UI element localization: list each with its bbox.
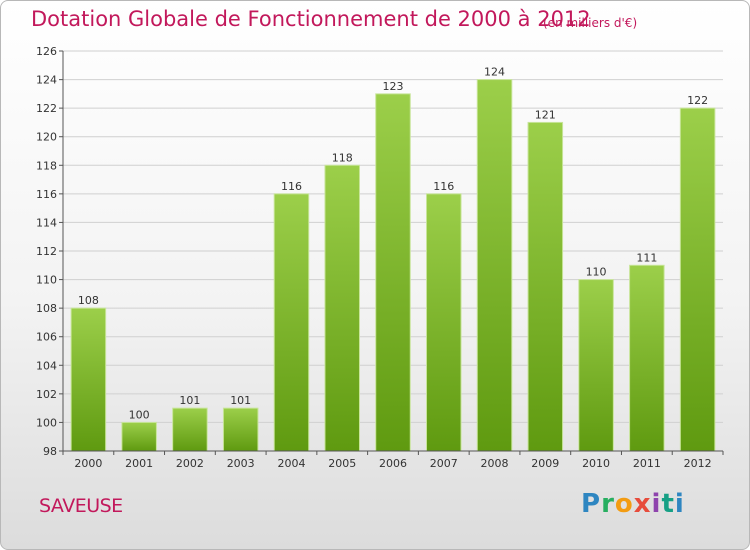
y-tick-label: 118 <box>36 159 57 172</box>
chart-title: Dotation Globale de Fonctionnement de 20… <box>31 7 591 31</box>
y-tick-label: 124 <box>36 74 57 87</box>
bar-2005 <box>324 164 360 452</box>
axes: 98 100 102 104 106 108 110 112 114 116 118 120 122 12… <box>36 45 724 470</box>
bar-2003 <box>222 407 259 452</box>
y-tick-label: 108 <box>36 302 57 315</box>
bar-2008 <box>476 79 513 452</box>
data-label-2007: 116 <box>433 180 454 193</box>
proxiti-logo[interactable]: Proxiti <box>581 489 685 519</box>
bar-2012 <box>679 107 716 452</box>
data-label-2012: 122 <box>687 94 708 107</box>
y-tick-label: 114 <box>36 216 57 229</box>
y-tick-label: 112 <box>36 245 57 258</box>
bar-2000 <box>70 307 107 452</box>
bar-2002 <box>172 407 208 452</box>
data-label-2005: 118 <box>332 151 353 164</box>
y-tick-label: 110 <box>36 274 57 287</box>
y-tick-label: 100 <box>36 416 57 429</box>
bar-2007 <box>426 193 462 452</box>
data-label-2004: 116 <box>281 180 302 193</box>
y-tick-label: 98 <box>43 445 57 458</box>
y-tick-label: 116 <box>36 188 57 201</box>
bar-2011 <box>629 264 665 452</box>
x-tick-label-2006: 2006 <box>379 457 407 470</box>
data-label-2001: 100 <box>129 408 150 421</box>
y-tick-label: 122 <box>36 102 57 115</box>
bar-2006 <box>375 93 411 452</box>
data-label-2009: 121 <box>535 108 556 121</box>
bar-2010 <box>578 279 614 452</box>
y-tick-label: 104 <box>36 359 57 372</box>
bar-2009 <box>527 121 564 452</box>
x-tick-label-2012: 2012 <box>684 457 712 470</box>
x-tick-label-2002: 2002 <box>176 457 204 470</box>
x-tick-label-2007: 2007 <box>430 457 458 470</box>
bars: 108 100 101 101 116 118 123 116 124 121 110 111 122 <box>70 66 716 452</box>
data-label-2008: 124 <box>484 66 505 79</box>
x-tick-label-2000: 2000 <box>74 457 102 470</box>
commune-name: SAVEUSE <box>39 495 123 517</box>
x-tick-label-2009: 2009 <box>531 457 559 470</box>
y-tick-label: 120 <box>36 131 57 144</box>
x-tick-label-2003: 2003 <box>227 457 255 470</box>
data-label-2002: 101 <box>179 394 200 407</box>
data-label-2003: 101 <box>230 394 251 407</box>
data-label-2011: 111 <box>636 251 657 264</box>
x-tick-label-2005: 2005 <box>328 457 356 470</box>
chart-subtitle: (en milliers d'€) <box>543 16 638 30</box>
data-label-2000: 108 <box>78 294 99 307</box>
x-tick-label-2008: 2008 <box>481 457 509 470</box>
y-tick-label: 126 <box>36 45 57 58</box>
data-label-2010: 110 <box>586 266 607 279</box>
x-tick-label-2001: 2001 <box>125 457 153 470</box>
y-tick-label: 106 <box>36 331 57 344</box>
x-tick-label-2004: 2004 <box>277 457 305 470</box>
x-tick-label-2011: 2011 <box>633 457 661 470</box>
y-tick-label: 102 <box>36 388 57 401</box>
x-tick-label-2010: 2010 <box>582 457 610 470</box>
data-label-2006: 123 <box>383 80 404 93</box>
bar-2001 <box>121 421 157 452</box>
bar-2004 <box>273 193 310 452</box>
